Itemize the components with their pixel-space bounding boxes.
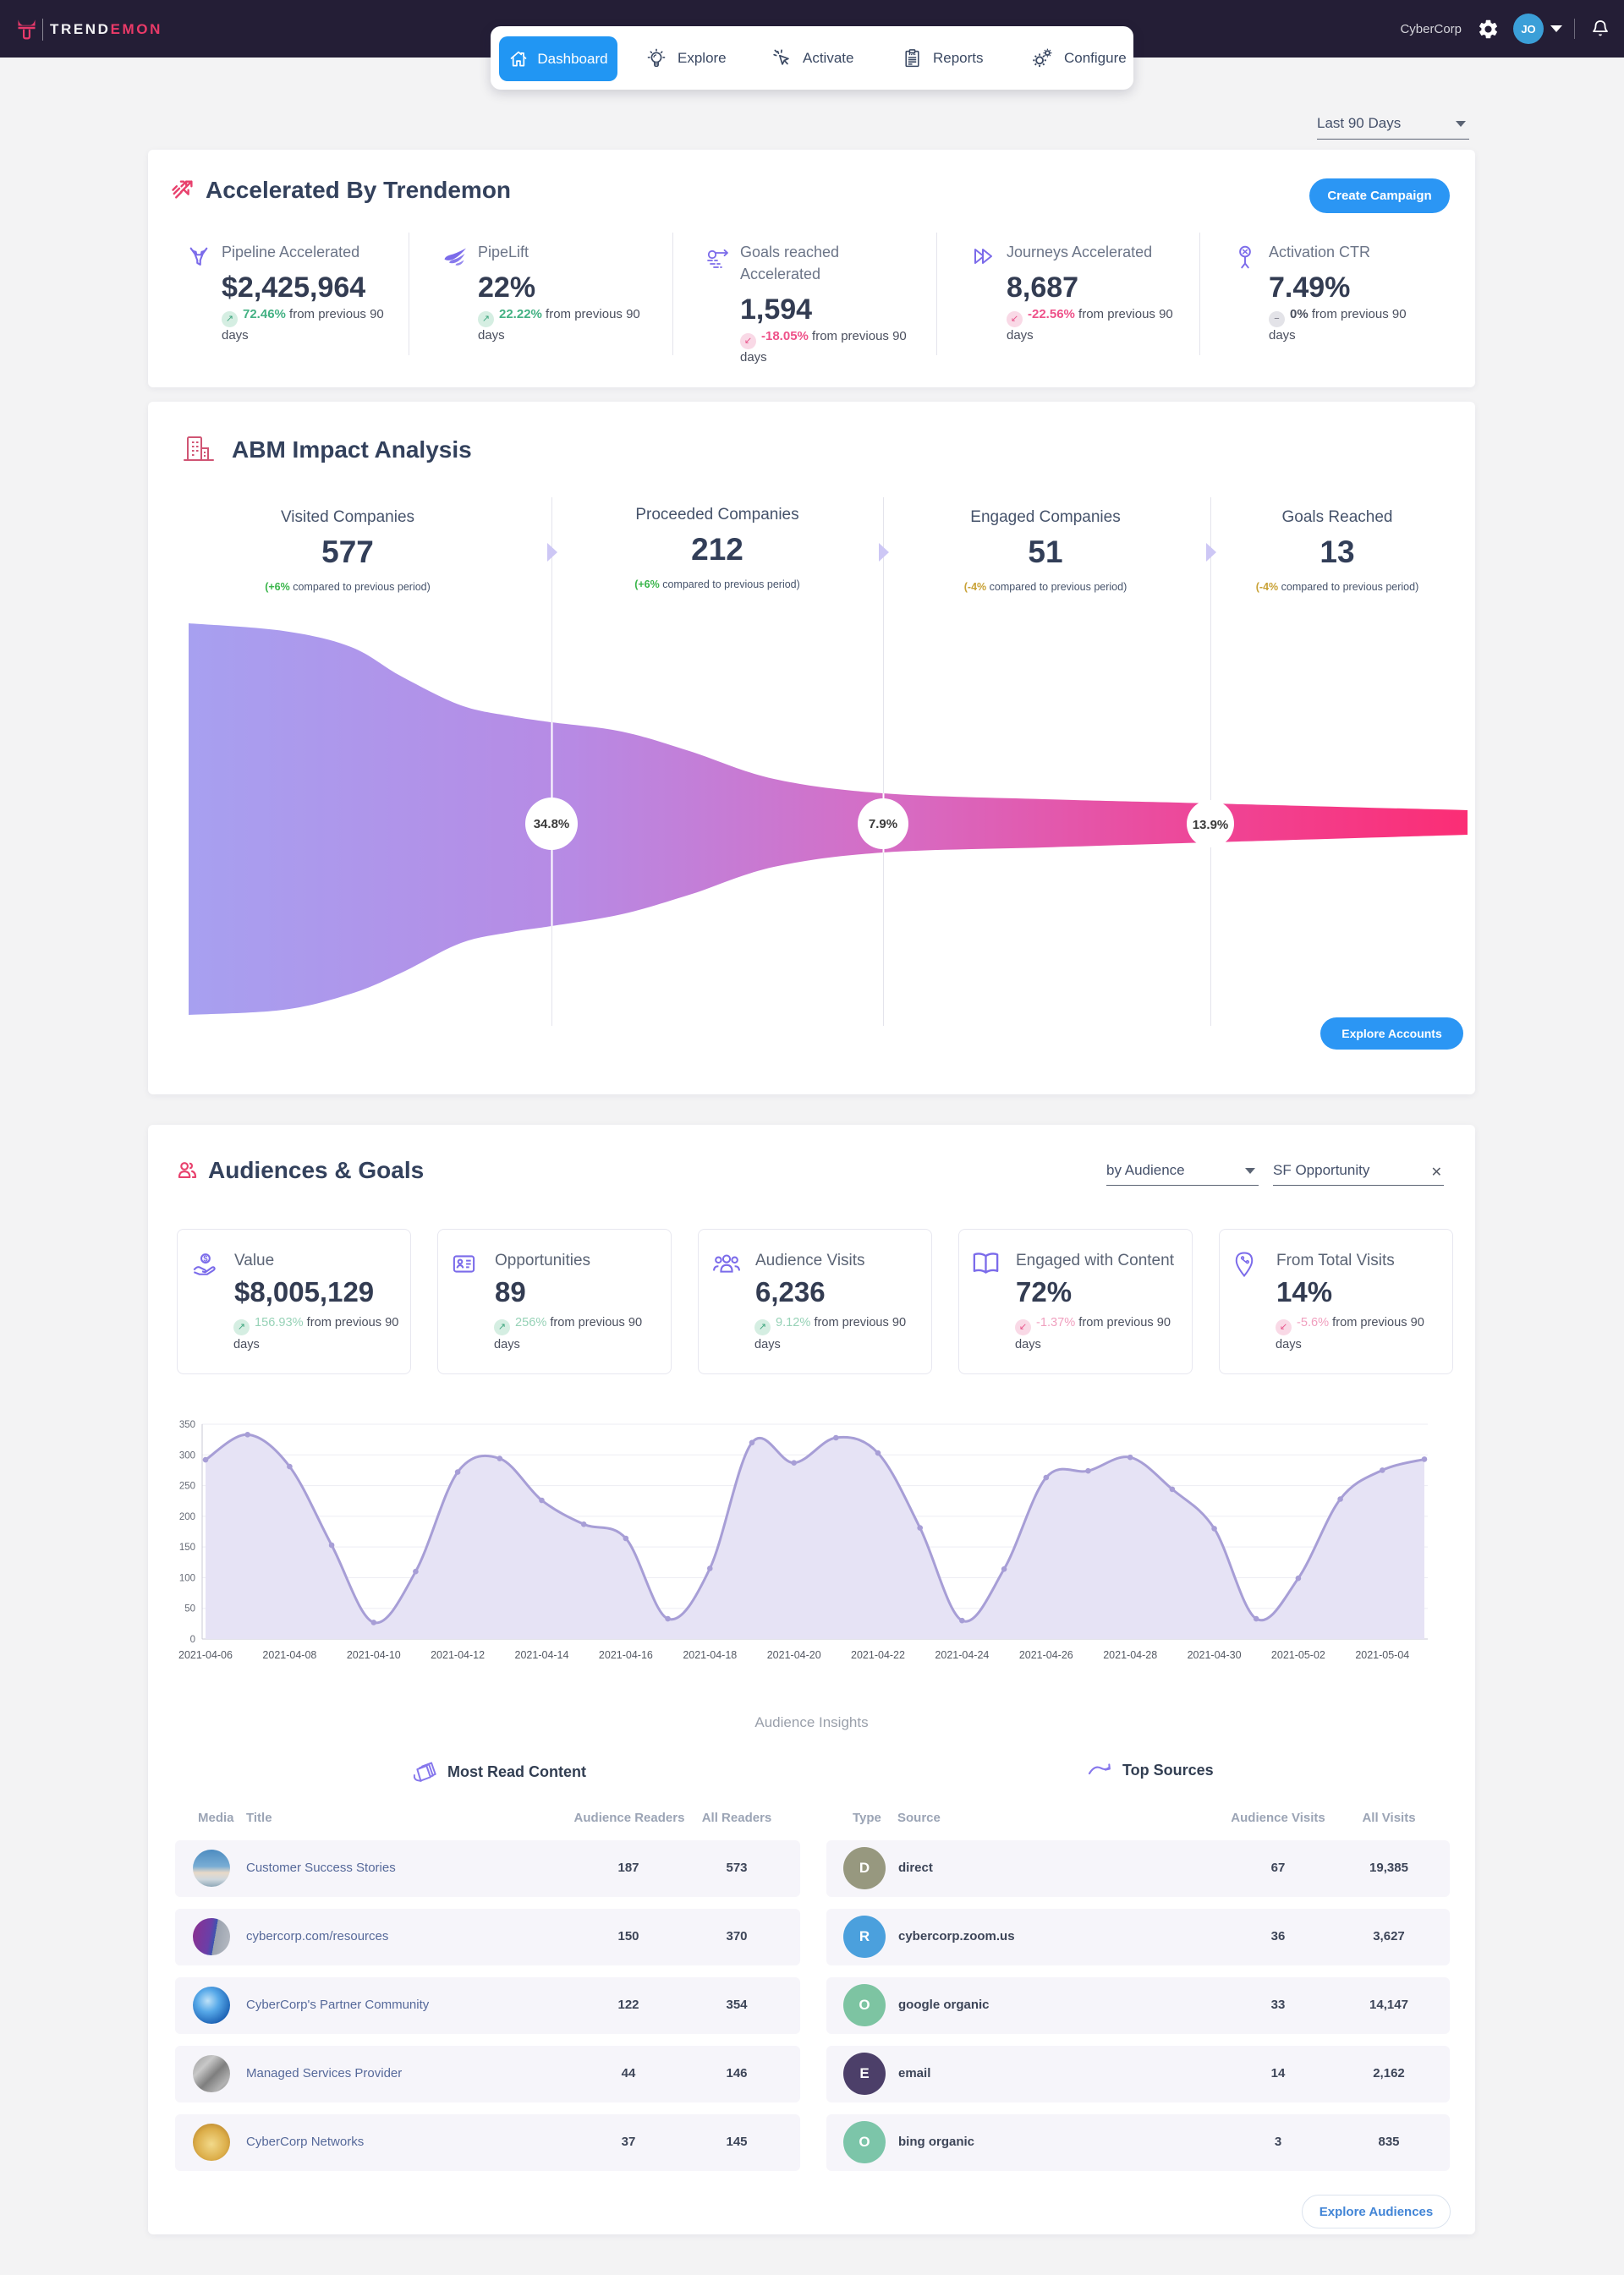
svg-text:2021-04-16: 2021-04-16	[599, 1649, 653, 1661]
svg-text:2021-04-24: 2021-04-24	[935, 1649, 989, 1661]
svg-text:2021-05-04: 2021-05-04	[1355, 1649, 1409, 1661]
svg-text:250: 250	[179, 1482, 195, 1492]
svg-text:150: 150	[179, 1543, 195, 1553]
svg-text:2021-04-08: 2021-04-08	[262, 1649, 316, 1661]
svg-text:200: 200	[179, 1512, 195, 1522]
svg-text:34.8%: 34.8%	[534, 817, 570, 831]
svg-text:2021-04-14: 2021-04-14	[515, 1649, 569, 1661]
svg-text:2021-04-22: 2021-04-22	[851, 1649, 905, 1661]
svg-text:2021-04-30: 2021-04-30	[1188, 1649, 1242, 1661]
svg-text:2021-04-18: 2021-04-18	[683, 1649, 737, 1661]
svg-text:2021-04-06: 2021-04-06	[178, 1649, 233, 1661]
svg-text:2021-04-26: 2021-04-26	[1019, 1649, 1073, 1661]
svg-text:0: 0	[190, 1635, 195, 1645]
svg-text:300: 300	[179, 1450, 195, 1461]
svg-text:50: 50	[184, 1604, 195, 1614]
svg-text:2021-04-10: 2021-04-10	[347, 1649, 401, 1661]
svg-text:350: 350	[179, 1420, 195, 1430]
svg-text:13.9%: 13.9%	[1193, 818, 1229, 832]
svg-text:100: 100	[179, 1573, 195, 1583]
svg-text:2021-04-20: 2021-04-20	[767, 1649, 821, 1661]
svg-text:7.9%: 7.9%	[869, 817, 897, 831]
svg-text:2021-04-28: 2021-04-28	[1103, 1649, 1157, 1661]
svg-text:$: $	[203, 1254, 208, 1264]
svg-text:2021-05-02: 2021-05-02	[1271, 1649, 1325, 1661]
svg-text:2021-04-12: 2021-04-12	[431, 1649, 485, 1661]
